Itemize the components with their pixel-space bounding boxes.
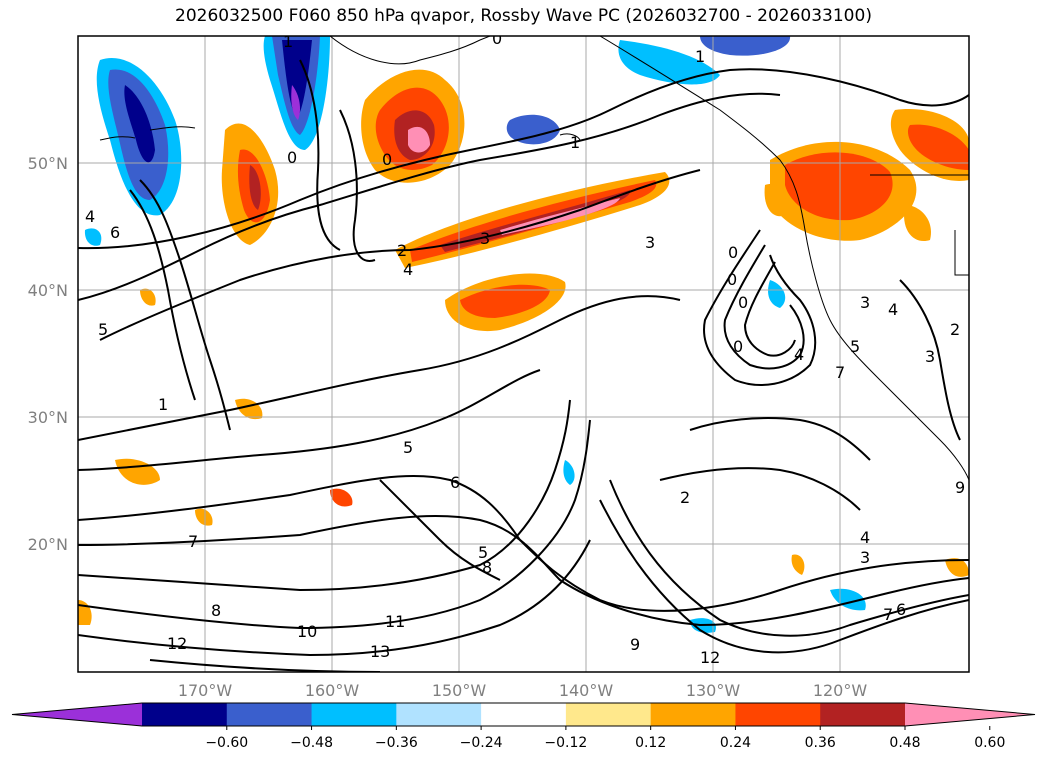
contours <box>78 59 969 672</box>
lon-label: 160°W <box>305 681 360 700</box>
map-frame <box>77 35 970 673</box>
contour-label: 0 <box>733 337 743 356</box>
contour-label: 8 <box>211 601 221 620</box>
contour-label: 9 <box>955 478 965 497</box>
contour-label: 5 <box>403 438 413 457</box>
colorbar-tick-label: −0.12 <box>544 735 587 751</box>
contour-label: 3 <box>860 293 870 312</box>
colorbar-tick-label: 0.48 <box>889 735 920 751</box>
contour-label: 1 <box>158 395 168 414</box>
colorbar-tick-label: −0.48 <box>290 735 333 751</box>
contour-labels: 1 0 0 0 3 4 5 6 2 4 3 0 0 0 0 1 1 3 4 3 … <box>85 29 965 667</box>
contour-label: 4 <box>794 345 804 364</box>
contour-label: 2 <box>680 488 690 507</box>
colorbar-segment <box>142 703 228 726</box>
contour-label: 4 <box>403 260 413 279</box>
contour-label: 4 <box>85 207 95 226</box>
contour-label: 4 <box>888 300 898 319</box>
graticule <box>78 36 969 672</box>
colorbar: −0.60 −0.48 −0.36 −0.24 −0.12 0.12 0.24 0.36 0.4… <box>11 702 1036 751</box>
contour-label: 9 <box>630 635 640 654</box>
contour-label: 0 <box>738 293 748 312</box>
colorbar-tick-label: −0.60 <box>205 735 248 751</box>
contour-label: 5 <box>850 337 860 356</box>
lon-label: 130°W <box>686 681 741 700</box>
colorbar-segment <box>396 703 482 726</box>
lat-label: 20°N <box>28 535 68 554</box>
contour-label: 6 <box>450 473 460 492</box>
colorbar-segment <box>650 703 736 726</box>
contour-label: 5 <box>478 543 488 562</box>
contour-label: 7 <box>883 605 893 624</box>
colorbar-extend-low <box>12 703 142 726</box>
longitude-labels: 170°W 160°W 150°W 140°W 130°W 120°W <box>178 681 868 700</box>
colorbar-tick-label: −0.24 <box>460 735 503 751</box>
colorbar-segment <box>565 703 652 726</box>
coastlines <box>99 36 969 481</box>
contour-label: 4 <box>860 528 870 547</box>
contour-label: 3 <box>480 229 490 248</box>
colorbar-segment <box>820 703 906 726</box>
contour-label: 0 <box>727 270 737 289</box>
contour-label: 2 <box>397 241 407 260</box>
lat-label: 30°N <box>28 408 68 427</box>
colorbar-tick-label: 0.24 <box>720 735 751 751</box>
anomaly-shading <box>78 36 969 633</box>
lat-label: 50°N <box>28 154 68 173</box>
lat-label: 40°N <box>28 281 68 300</box>
lon-label: 140°W <box>559 681 614 700</box>
contour-label: 13 <box>370 642 390 661</box>
colorbar-tick-label: 0.60 <box>974 735 1005 751</box>
lon-label: 150°W <box>432 681 487 700</box>
contour-label: 0 <box>728 243 738 262</box>
chart-title: 2026032500 F060 850 hPa qvapor, Rossby W… <box>175 6 872 26</box>
colorbar-segment <box>311 703 397 726</box>
contour-label: 5 <box>98 320 108 339</box>
contour-label: 6 <box>896 600 906 619</box>
colorbar-segment <box>481 703 567 726</box>
contour-label: 12 <box>167 634 187 653</box>
colorbar-extend-high <box>905 703 1035 726</box>
colorbar-segment <box>226 703 313 726</box>
contour-label: 7 <box>188 532 198 551</box>
contour-label: 3 <box>860 548 870 567</box>
contour-label: 3 <box>645 233 655 252</box>
lon-label: 170°W <box>178 681 233 700</box>
colorbar-tick-label: 0.36 <box>805 735 836 751</box>
contour-label: 0 <box>492 29 502 48</box>
contour-label: 11 <box>385 612 405 631</box>
contour-label: 1 <box>695 47 705 66</box>
colorbar-segment <box>735 703 821 726</box>
contour-label: 0 <box>287 148 297 167</box>
contour-label: 1 <box>570 133 580 152</box>
colorbar-tick-label: −0.36 <box>375 735 418 751</box>
contour-label: 1 <box>283 32 293 51</box>
lon-label: 120°W <box>813 681 868 700</box>
colorbar-outline <box>11 702 1036 727</box>
contour-label: 10 <box>297 622 317 641</box>
contour-label: 12 <box>700 648 720 667</box>
contour-label: 6 <box>110 223 120 242</box>
contour-label: 7 <box>835 363 845 382</box>
colorbar-tick-label: 0.12 <box>635 735 666 751</box>
contour-label: 3 <box>925 347 935 366</box>
contour-label: 2 <box>950 320 960 339</box>
contour-label: 0 <box>382 150 392 169</box>
latitude-labels: 50°N 40°N 30°N 20°N <box>28 154 68 554</box>
contour-label: 8 <box>482 558 492 577</box>
